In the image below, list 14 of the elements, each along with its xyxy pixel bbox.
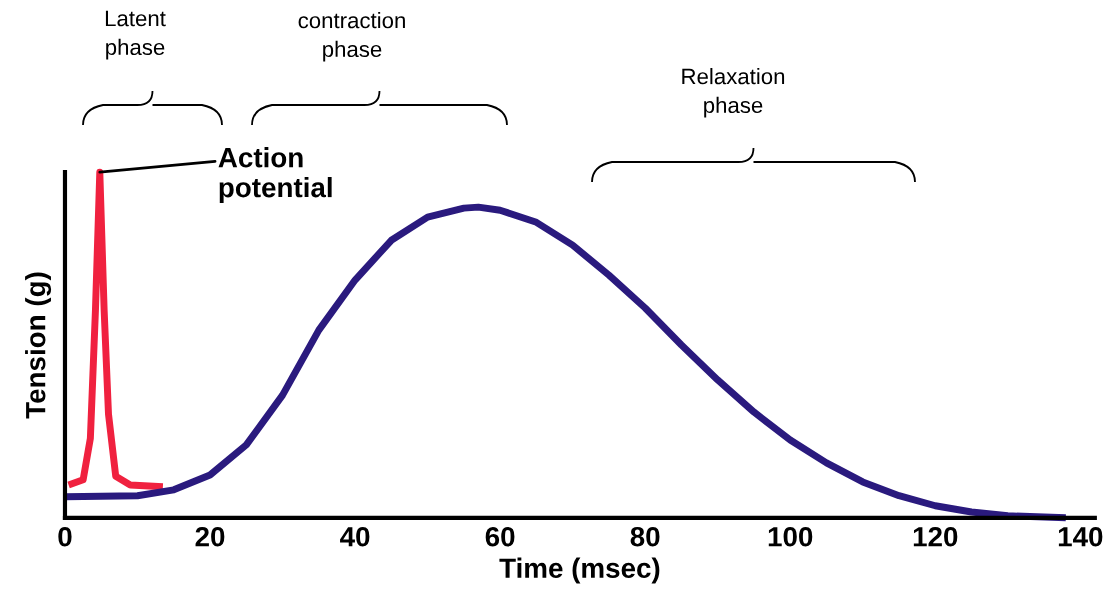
text: Relaxation phase (682, 68, 785, 118)
annotation: Action potential (218, 147, 332, 203)
text: Latent phase (105, 10, 166, 60)
x-tick-label: 120 (913, 526, 958, 547)
x-tick-label: 40 (340, 526, 370, 547)
x-tick-label: 80 (630, 526, 660, 547)
y-axis-title: Tension (g) (25, 272, 52, 419)
text: contraction phase (298, 12, 405, 62)
x-tick-label: 140 (1058, 526, 1103, 547)
x-tick-label: 0 (58, 526, 72, 547)
x-tick-label: 60 (485, 526, 515, 547)
x-axis-title: Time (msec) (499, 557, 660, 584)
x-tick-label: 100 (768, 526, 813, 547)
x-tick-label: 20 (195, 526, 225, 547)
